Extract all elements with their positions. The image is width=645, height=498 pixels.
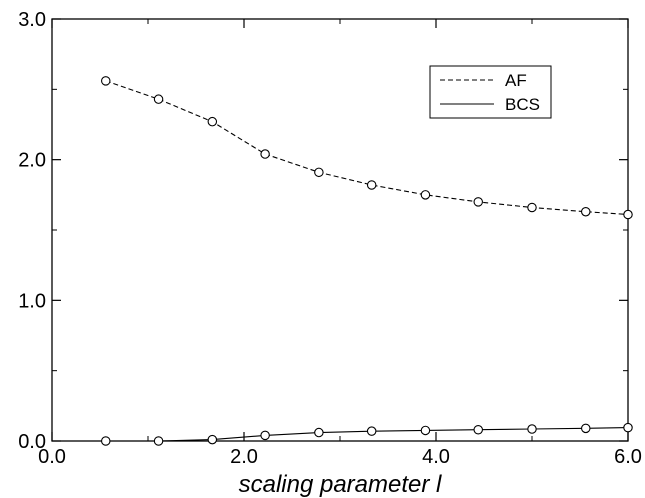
data-point-af: [260, 149, 270, 159]
x-axis-label: scaling parameter l: [239, 471, 442, 498]
y-tick-label: 0.0: [18, 431, 46, 453]
series-line-af: [105, 80, 629, 216]
y-tick-label: 2.0: [18, 150, 46, 172]
x-tick-label: 4.0: [422, 446, 450, 468]
y-tick-label: 3.0: [18, 9, 46, 31]
legend-label-bcs: BCS: [505, 95, 540, 114]
data-point-af: [314, 167, 324, 178]
tick-labels: 0.0 2.0 4.0 6.0 0.0 1.0 2.0 3.0: [18, 9, 642, 468]
data-point-bcs: [153, 436, 164, 446]
data-point-bcs: [260, 430, 270, 441]
data-point-af: [101, 76, 111, 86]
data-point-af: [153, 94, 164, 104]
data-point-bcs: [314, 427, 324, 438]
data-point-af: [581, 206, 591, 217]
data-point-bcs: [366, 426, 377, 436]
legend: AF BCS: [429, 65, 552, 119]
data-point-bcs: [623, 422, 633, 433]
data-point-bcs: [473, 424, 483, 435]
data-point-bcs: [527, 424, 537, 434]
x-tick-label: 0.0: [38, 446, 66, 468]
x-tick-label: 6.0: [614, 446, 642, 468]
data-point-af: [527, 202, 537, 213]
data-point-bcs: [207, 434, 218, 445]
legend-box: [429, 65, 552, 119]
data-point-af: [420, 190, 431, 200]
data-point-bcs: [420, 425, 431, 436]
axis-ticks: [51, 18, 629, 442]
y-tick-label: 1.0: [18, 290, 46, 312]
series-line-bcs: [105, 427, 629, 442]
data-point-af: [207, 116, 218, 127]
legend-label-af: AF: [505, 71, 527, 90]
x-tick-label: 2.0: [230, 446, 258, 468]
data-point-bcs: [101, 436, 111, 446]
series-layer: [101, 76, 633, 446]
data-point-af: [366, 180, 377, 190]
data-point-af: [623, 209, 633, 220]
data-point-af: [473, 197, 483, 207]
data-point-bcs: [581, 423, 591, 434]
